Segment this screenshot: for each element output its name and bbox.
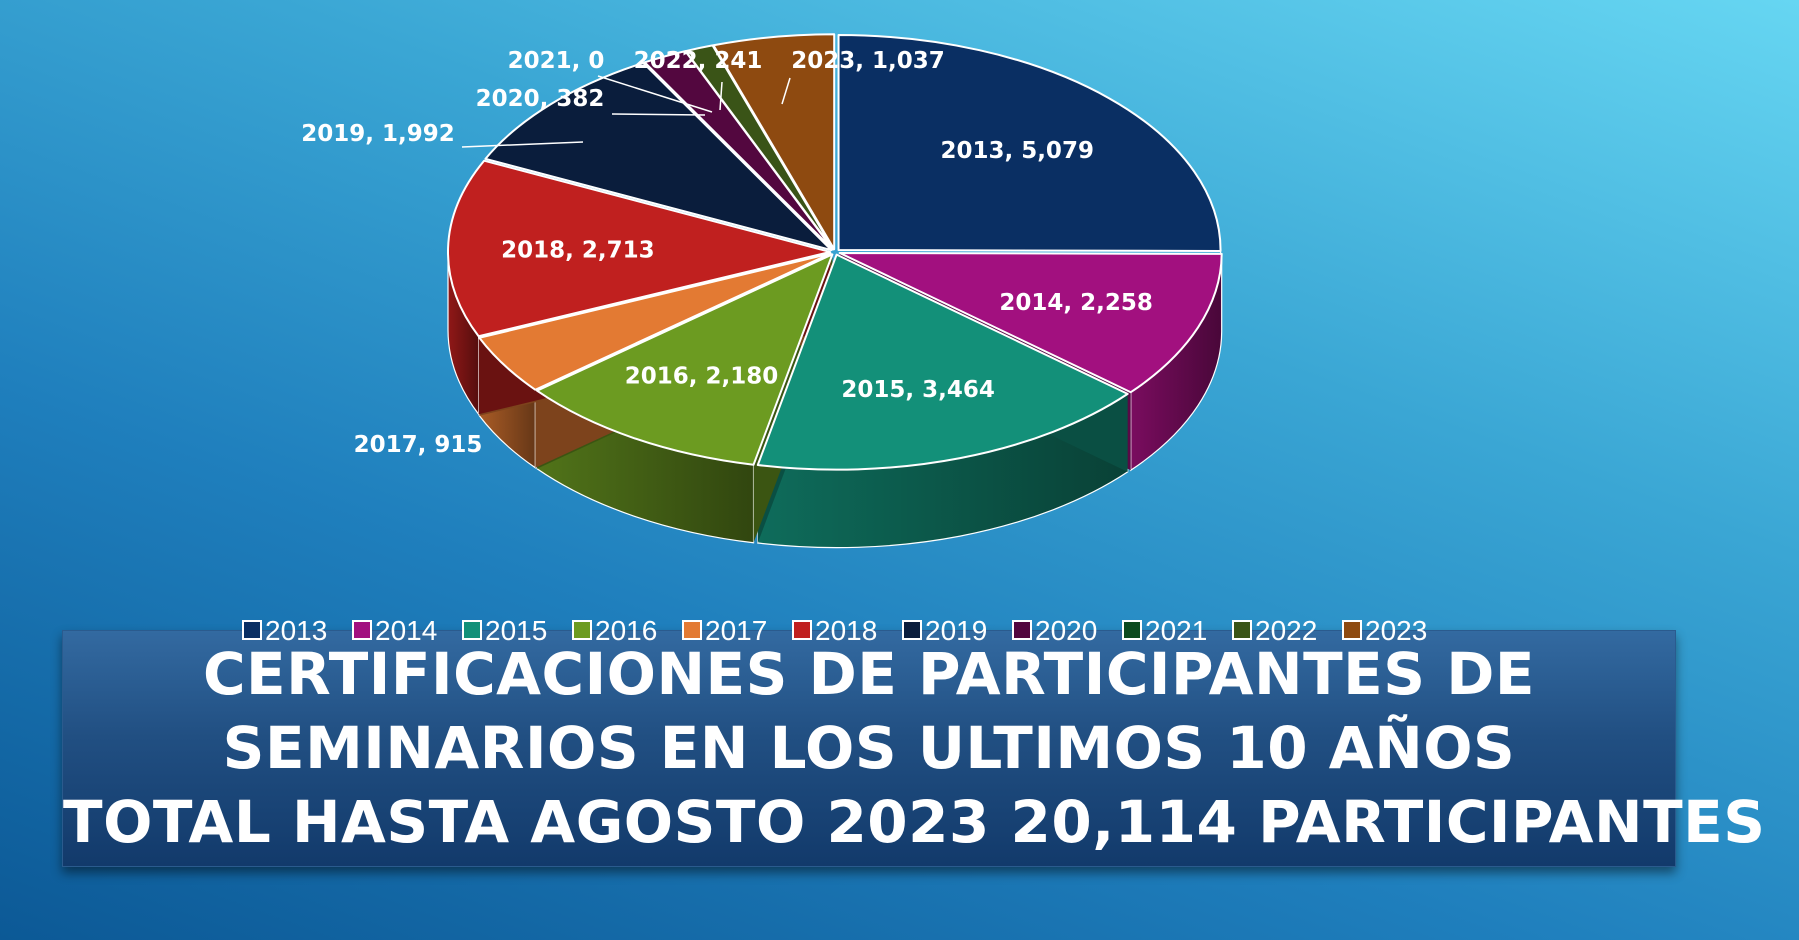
legend-label-2022: 2022 bbox=[1255, 615, 1317, 646]
legend-swatch-2021 bbox=[1122, 620, 1142, 640]
legend-label-2019: 2019 bbox=[925, 615, 987, 646]
slice-2015 bbox=[756, 253, 1129, 471]
pie-leader-lines bbox=[461, 75, 791, 148]
legend-label-2016: 2016 bbox=[595, 615, 657, 646]
data-label-2017: 2017, 915 bbox=[354, 432, 483, 458]
legend-swatch-2017 bbox=[682, 620, 702, 640]
leader-2021 bbox=[597, 75, 713, 113]
legend-label-2020: 2020 bbox=[1035, 615, 1097, 646]
legend-label-2018: 2018 bbox=[815, 615, 877, 646]
legend-swatch-2022 bbox=[1232, 620, 1252, 640]
legend-label-2014: 2014 bbox=[375, 615, 437, 646]
pie-tops bbox=[447, 33, 1223, 471]
pie-data-labels: 2013, 5,079 2014, 2,258 2015, 3,464 2016, 2… bbox=[301, 48, 1153, 458]
slice-2019 bbox=[484, 61, 833, 252]
legend-label-2021: 2021 bbox=[1145, 615, 1207, 646]
legend-swatch-2013 bbox=[242, 620, 262, 640]
legend-swatch-2015 bbox=[462, 620, 482, 640]
legend-swatch-2014 bbox=[352, 620, 372, 640]
data-label-2019: 2019, 1,992 bbox=[301, 121, 455, 147]
slice-2014 bbox=[838, 251, 1223, 394]
slice-2016 bbox=[536, 253, 834, 466]
legend-swatch-2018 bbox=[792, 620, 812, 640]
legend-label-2013: 2013 bbox=[265, 615, 327, 646]
data-label-2021: 2021, 0 bbox=[508, 48, 605, 74]
title-line-2: SEMINARIOS EN LOS ULTIMOS 10 AÑOS bbox=[222, 714, 1516, 782]
legend-swatch-2023 bbox=[1342, 620, 1362, 640]
title-line-3: TOTAL HASTA AGOSTO 2023 20,114 PARTICIPA… bbox=[63, 788, 1766, 856]
data-label-2018: 2018, 2,713 bbox=[501, 237, 655, 263]
data-label-2023: 2023, 1,037 bbox=[791, 48, 945, 74]
slice-2018 bbox=[447, 159, 832, 338]
legend-label-2023: 2023 bbox=[1365, 615, 1427, 646]
data-label-2014: 2014, 2,258 bbox=[999, 290, 1153, 316]
leader-2020 bbox=[611, 113, 706, 116]
legend-swatch-2016 bbox=[572, 620, 592, 640]
legend-swatch-2020 bbox=[1012, 620, 1032, 640]
data-label-2016: 2016, 2,180 bbox=[625, 364, 779, 390]
leader-2022 bbox=[719, 81, 723, 111]
data-label-2015: 2015, 3,464 bbox=[841, 377, 995, 403]
slice-2013 bbox=[837, 34, 1222, 252]
legend-label-2017: 2017 bbox=[705, 615, 767, 646]
chart-title: CERTIFICACIONES DE PARTICIPANTES DE SEMI… bbox=[63, 637, 1766, 859]
leader-2019 bbox=[461, 141, 584, 148]
legend-swatch-2019 bbox=[902, 620, 922, 640]
leader-2023 bbox=[781, 77, 791, 105]
legend-label-2015: 2015 bbox=[485, 615, 547, 646]
slice-2023 bbox=[712, 33, 836, 251]
data-label-2013: 2013, 5,079 bbox=[940, 138, 1094, 164]
data-label-2022: 2022, 241 bbox=[634, 48, 763, 74]
title-line-1: CERTIFICACIONES DE PARTICIPANTES DE bbox=[202, 640, 1535, 708]
slice-2017 bbox=[478, 252, 832, 391]
data-label-2020: 2020, 382 bbox=[476, 86, 605, 112]
title-banner: CERTIFICACIONES DE PARTICIPANTES DE SEMI… bbox=[62, 630, 1766, 867]
